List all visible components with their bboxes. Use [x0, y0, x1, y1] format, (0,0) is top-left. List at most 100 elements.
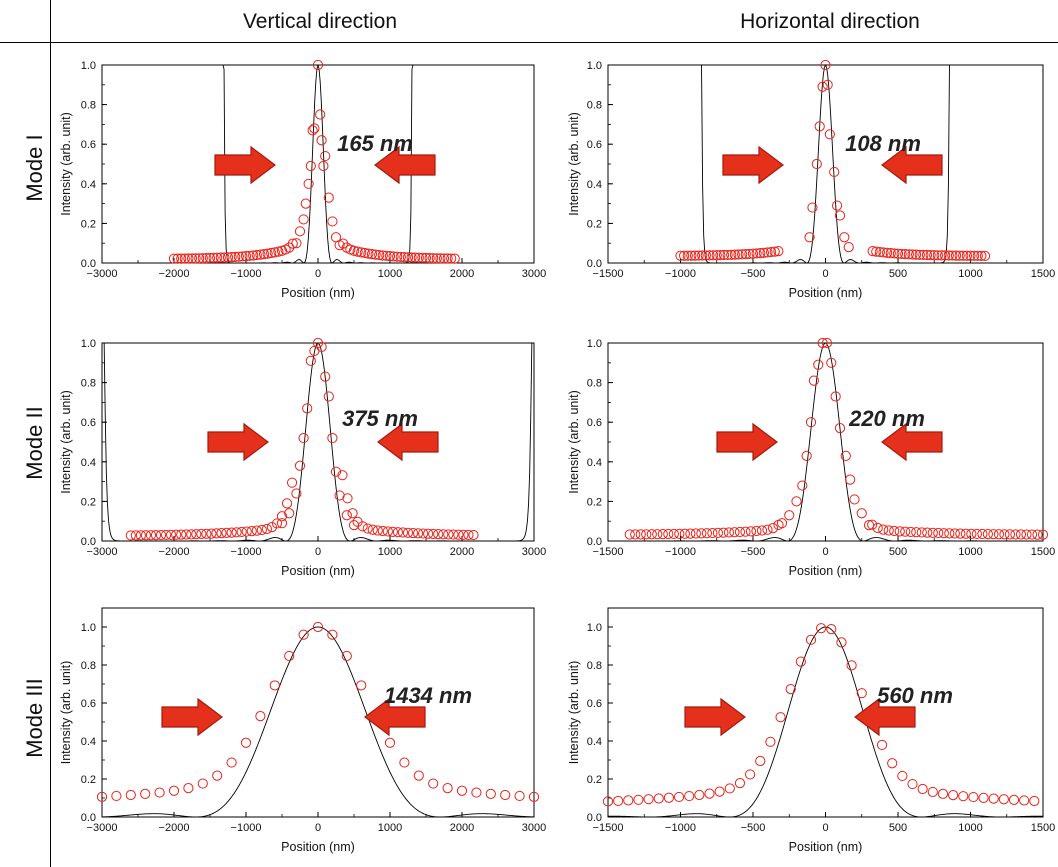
data-point	[641, 529, 652, 540]
data-point	[330, 466, 342, 477]
data-point	[442, 253, 453, 264]
data-point	[968, 791, 979, 803]
data-point	[327, 216, 338, 227]
data-point	[887, 758, 898, 769]
data-point	[863, 520, 875, 531]
data-point	[674, 528, 685, 539]
data-point	[704, 250, 715, 261]
x-tick-label: 0	[822, 268, 828, 280]
x-axis-label: Position (nm)	[789, 564, 863, 578]
data-point	[718, 249, 730, 261]
data-point	[140, 530, 152, 541]
chart-mode-3-vertical: −3000 −2000 −1000 0 1000 2000 3000 0.0 0.2 0.4 0.6…	[59, 607, 546, 854]
y-tick-label: 0.8	[587, 378, 602, 390]
data-point	[711, 250, 722, 261]
data-point	[958, 791, 969, 802]
data-point	[1004, 529, 1016, 540]
data-point	[694, 789, 705, 801]
data-point	[817, 81, 828, 92]
data-point	[784, 510, 795, 521]
data-point	[463, 529, 474, 541]
data-point	[856, 508, 867, 519]
data-point	[704, 788, 715, 799]
data-point	[766, 246, 777, 258]
data-point	[836, 637, 847, 648]
data-point	[212, 252, 223, 263]
data-point	[820, 59, 831, 71]
y-tick-label: 0.2	[81, 774, 96, 786]
data-point	[294, 226, 306, 237]
data-point	[776, 518, 788, 529]
data-point	[685, 528, 696, 539]
data-point	[925, 250, 936, 261]
row-title-mode-2: Mode II	[22, 406, 47, 480]
data-point	[813, 359, 824, 370]
data-point	[230, 251, 241, 263]
data-point	[889, 525, 900, 537]
data-point	[707, 527, 718, 539]
data-point	[832, 200, 843, 211]
fwhm-arrow-right	[881, 145, 943, 185]
y-tick-label: 0.8	[587, 660, 602, 672]
data-point	[370, 249, 381, 260]
data-point	[241, 526, 252, 537]
data-point	[428, 528, 439, 540]
y-tick-label: 0.4	[587, 457, 602, 469]
data-point	[1019, 795, 1030, 806]
data-point	[756, 525, 768, 536]
data-point	[675, 250, 686, 261]
data-point	[846, 660, 857, 671]
data-point	[337, 470, 348, 481]
data-point	[298, 432, 309, 444]
data-point	[652, 529, 663, 540]
data-point	[811, 158, 822, 170]
x-tick-label: 0	[315, 822, 321, 834]
data-point	[900, 249, 911, 260]
data-point	[940, 250, 951, 261]
data-point	[176, 253, 187, 264]
data-point	[722, 249, 733, 261]
y-tick-label: 0.6	[587, 417, 602, 429]
data-point	[998, 794, 1009, 805]
data-point	[130, 530, 141, 541]
x-tick-label: −3000	[87, 268, 118, 280]
x-tick-label: −500	[741, 822, 766, 834]
data-point	[808, 375, 819, 386]
data-point	[471, 787, 482, 798]
data-point	[412, 528, 424, 539]
data-point	[284, 242, 295, 253]
data-point	[740, 249, 751, 260]
data-point	[96, 791, 108, 802]
x-tick-label: 3000	[522, 268, 546, 280]
data-point	[896, 248, 907, 260]
data-point	[755, 755, 766, 767]
data-point	[917, 783, 928, 795]
data-point	[734, 778, 746, 789]
data-point	[318, 160, 329, 172]
model-curve	[102, 64, 534, 264]
data-point	[363, 248, 374, 259]
y-tick-label: 0.8	[81, 378, 96, 390]
y-tick-label: 0.8	[587, 100, 602, 112]
data-point	[233, 251, 244, 262]
model-curve	[101, 626, 535, 818]
x-tick-label: 0	[315, 546, 321, 558]
x-tick-label: 500	[889, 268, 907, 280]
data-point	[246, 526, 257, 537]
chart-mode-2-horizontal: −1500 −1000 −500 0 500 1000 1500 0.0 0.2 0.4 0.6 0.…	[567, 337, 1055, 578]
data-point	[834, 210, 846, 221]
y-tick-label: 0.2	[81, 218, 96, 230]
data-point	[993, 529, 1005, 540]
data-point	[298, 214, 309, 225]
data-point	[696, 528, 707, 539]
x-tick-label: −1500	[593, 822, 624, 834]
data-point	[630, 529, 641, 540]
data-point	[613, 795, 624, 807]
data-point	[190, 253, 201, 264]
y-tick-label: 1.0	[81, 338, 96, 350]
data-point	[395, 251, 406, 263]
data-point	[807, 202, 818, 213]
data-point	[977, 528, 988, 540]
data-point	[954, 250, 965, 261]
data-point	[797, 480, 808, 491]
